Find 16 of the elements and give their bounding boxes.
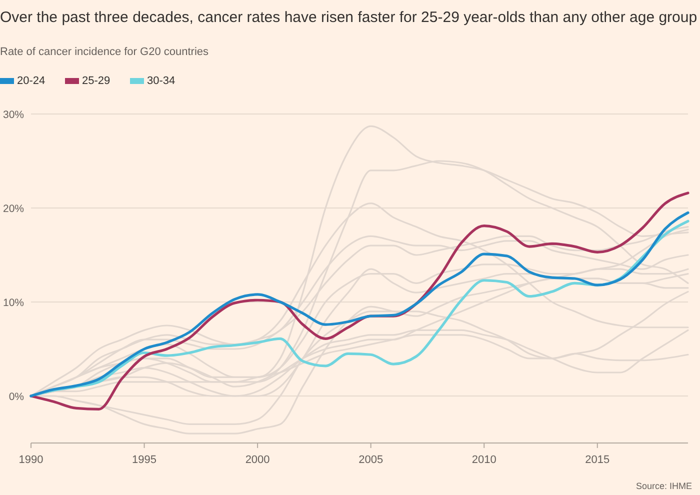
x-tick-label: 2000 (245, 454, 270, 466)
legend-label: 25-29 (82, 75, 110, 87)
chart-title: Over the past three decades, cancer rates have risen faster for 25-29 year-olds than any other age group (0, 9, 698, 26)
x-tick-label: 2015 (585, 454, 610, 466)
y-tick-label: 10% (2, 297, 24, 309)
y-tick-label: 0% (8, 391, 24, 403)
x-tick-label: 2005 (358, 454, 384, 466)
chart-subtitle: Rate of cancer incidence for G20 countries (0, 46, 209, 58)
source-note: Source: IHME (636, 481, 692, 491)
x-tick-label: 2010 (472, 454, 496, 466)
y-tick-label: 30% (2, 109, 24, 121)
legend-label: 30-34 (147, 75, 176, 87)
legend-label: 20-24 (17, 75, 46, 87)
x-tick-label: 1990 (18, 454, 44, 466)
y-tick-label: 20% (2, 203, 24, 215)
x-tick-label: 1995 (132, 454, 157, 466)
